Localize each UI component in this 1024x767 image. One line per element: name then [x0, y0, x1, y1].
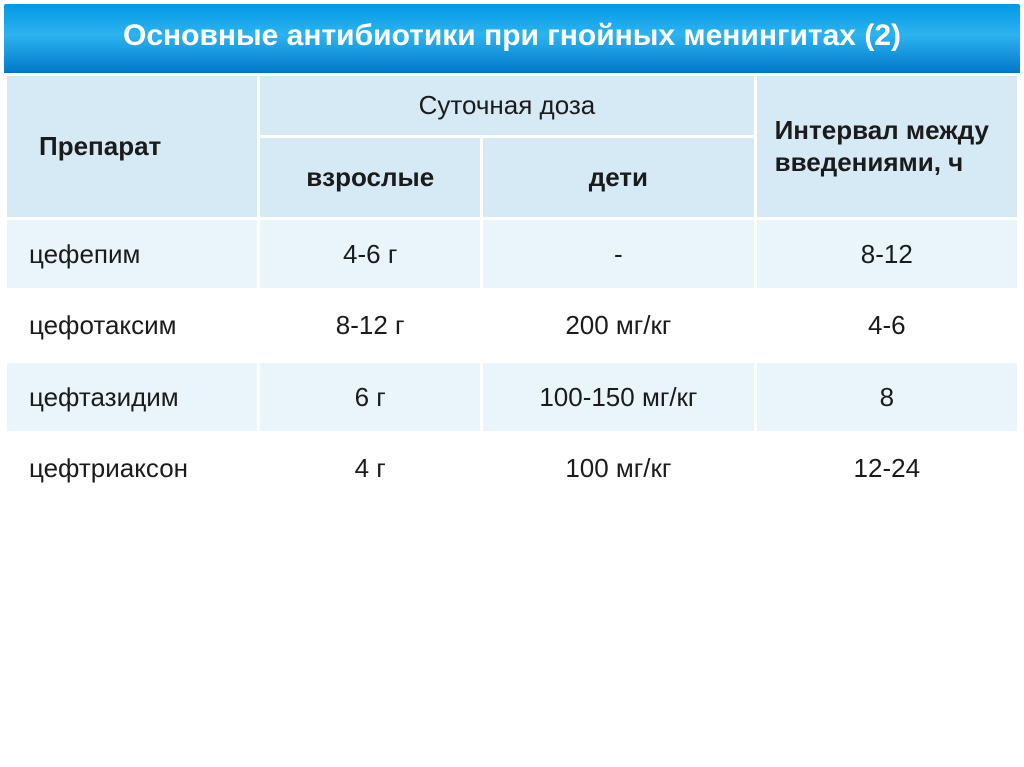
- cell-interval: 12-24: [755, 433, 1018, 505]
- cell-interval: 8: [755, 361, 1018, 433]
- cell-interval: 4-6: [755, 290, 1018, 362]
- table-body: цефепим 4-6 г - 8-12 цефотаксим 8-12 г 2…: [6, 218, 1019, 504]
- slide-title: Основные антибиотики при гнойных менинги…: [4, 4, 1020, 73]
- cell-drug: цефотаксим: [6, 290, 259, 362]
- cell-adult: 6 г: [259, 361, 482, 433]
- col-subheader-adults: взрослые: [259, 136, 482, 218]
- cell-child: 100-150 мг/кг: [482, 361, 756, 433]
- table-row: цефотаксим 8-12 г 200 мг/кг 4-6: [6, 290, 1019, 362]
- cell-drug: цефтриаксон: [6, 433, 259, 505]
- table-row: цефтриаксон 4 г 100 мг/кг 12-24: [6, 433, 1019, 505]
- cell-child: 100 мг/кг: [482, 433, 756, 505]
- antibiotics-table: Препарат Суточная доза Интервал между вв…: [4, 73, 1020, 506]
- cell-interval: 8-12: [755, 218, 1018, 290]
- cell-adult: 4-6 г: [259, 218, 482, 290]
- col-header-interval: Интервал между введениями, ч: [755, 74, 1018, 218]
- table-row: цефтазидим 6 г 100-150 мг/кг 8: [6, 361, 1019, 433]
- table-row: цефепим 4-6 г - 8-12: [6, 218, 1019, 290]
- col-header-drug: Препарат: [6, 74, 259, 218]
- table-header: Препарат Суточная доза Интервал между вв…: [6, 74, 1019, 218]
- col-header-daily-dose: Суточная доза: [259, 74, 755, 136]
- cell-child: 200 мг/кг: [482, 290, 756, 362]
- cell-adult: 8-12 г: [259, 290, 482, 362]
- slide-container: Основные антибиотики при гнойных менинги…: [4, 4, 1020, 763]
- cell-adult: 4 г: [259, 433, 482, 505]
- cell-drug: цефепим: [6, 218, 259, 290]
- cell-child: -: [482, 218, 756, 290]
- cell-drug: цефтазидим: [6, 361, 259, 433]
- col-subheader-children: дети: [482, 136, 756, 218]
